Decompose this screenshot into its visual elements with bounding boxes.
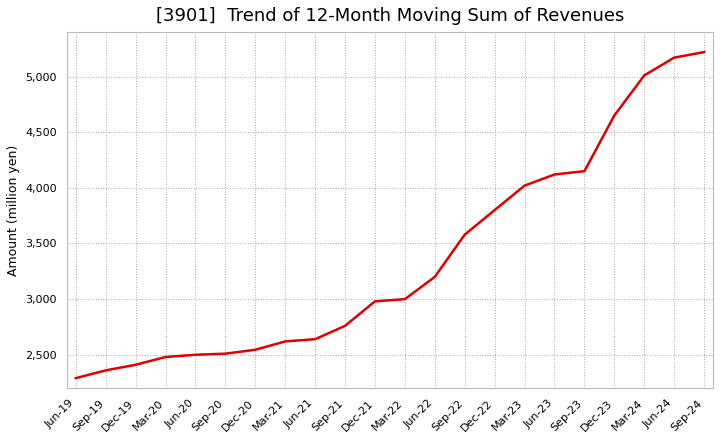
Y-axis label: Amount (million yen): Amount (million yen) [7,144,20,276]
Title: [3901]  Trend of 12-Month Moving Sum of Revenues: [3901] Trend of 12-Month Moving Sum of R… [156,7,624,25]
